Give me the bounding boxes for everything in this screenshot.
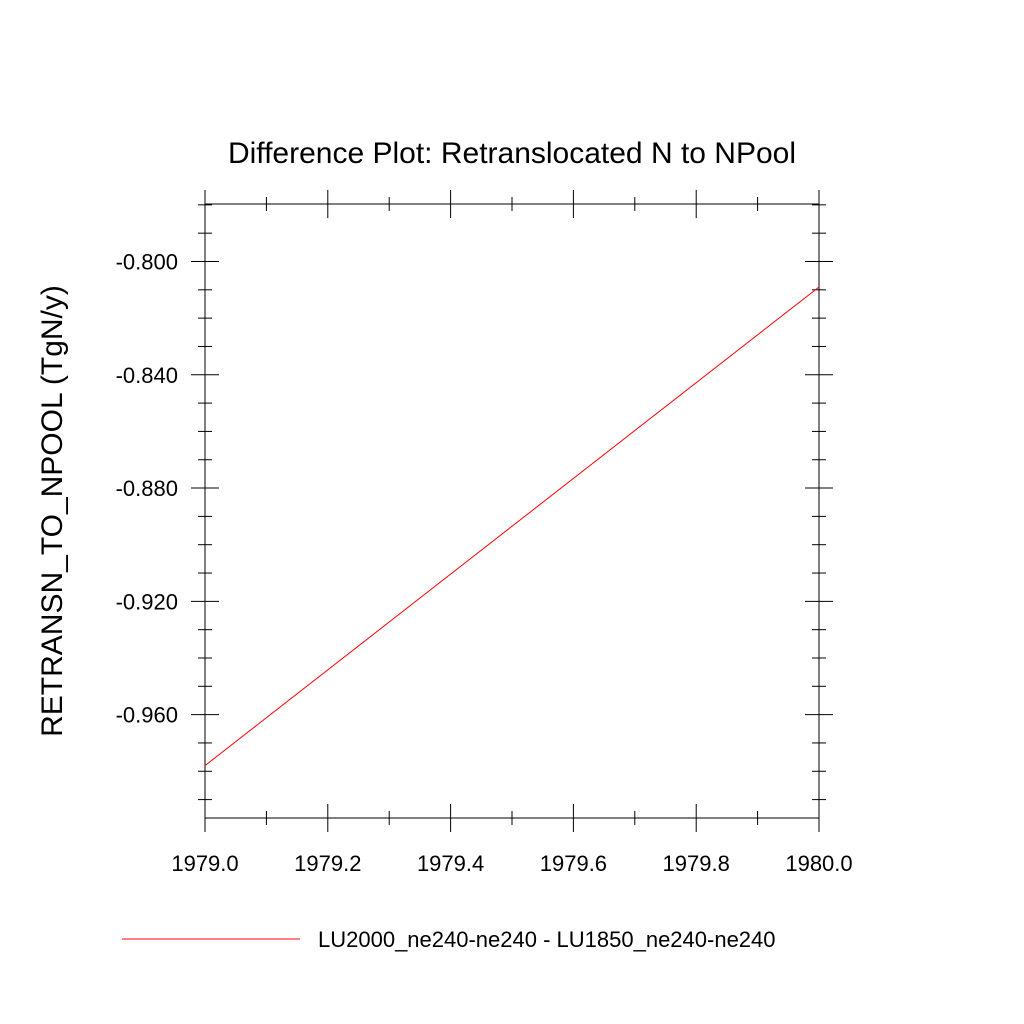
y-tick-label: -0.920 — [116, 589, 178, 614]
x-tick-label: 1979.4 — [417, 851, 484, 876]
legend-label: LU2000_ne240-ne240 - LU1850_ne240-ne240 — [318, 927, 776, 952]
y-axis-label: RETRANSN_TO_NPOOL (TgN/y) — [36, 285, 69, 737]
x-tick-label: 1979.8 — [663, 851, 730, 876]
x-axis-ticks — [204, 190, 820, 832]
x-tick-label: 1979.6 — [540, 851, 607, 876]
y-axis-tick-labels: -0.960 -0.920 -0.880 -0.840 -0.800 — [116, 249, 178, 727]
chart-title: Difference Plot: Retranslocated N to NPo… — [228, 137, 796, 170]
y-axis-ticks — [191, 204, 833, 801]
x-tick-label: 1980.0 — [785, 851, 852, 876]
y-tick-label: -0.960 — [116, 703, 178, 728]
x-tick-label: 1979.2 — [294, 851, 361, 876]
plot-frame — [204, 203, 820, 819]
y-tick-label: -0.840 — [116, 363, 178, 388]
series-line — [204, 286, 820, 767]
x-axis-tick-labels: 1979.0 1979.2 1979.4 1979.6 1979.8 1980.0 — [171, 851, 852, 876]
legend: LU2000_ne240-ne240 - LU1850_ne240-ne240 — [122, 927, 776, 952]
x-tick-label: 1979.0 — [171, 851, 238, 876]
series-lines — [204, 286, 820, 767]
y-tick-label: -0.800 — [116, 249, 178, 274]
y-tick-label: -0.880 — [116, 476, 178, 501]
